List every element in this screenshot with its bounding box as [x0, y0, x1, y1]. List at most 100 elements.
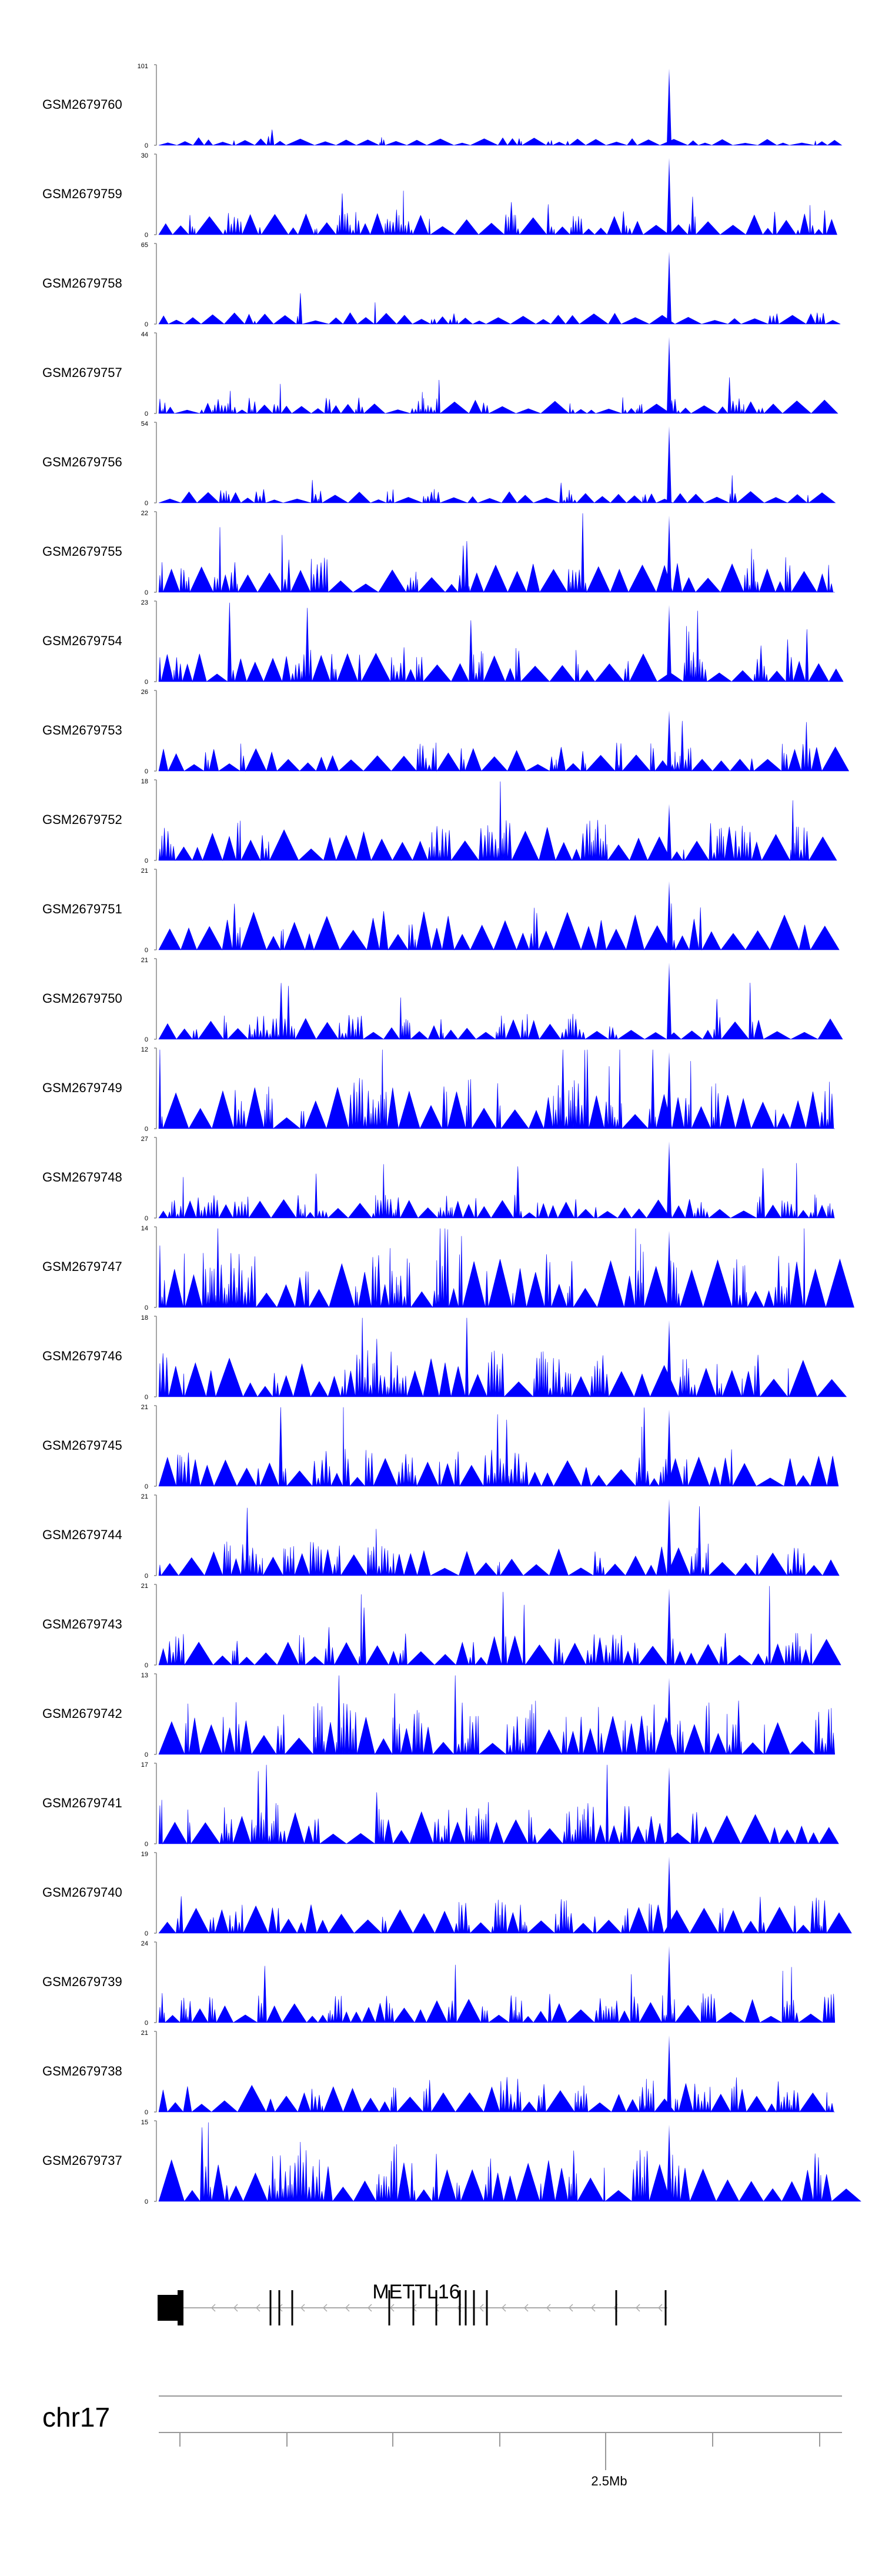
- coverage-area: [158, 1896, 852, 1934]
- track-label: GSM2679746: [42, 1349, 122, 1363]
- y-max-label: 54: [141, 421, 148, 428]
- coverage-area: [158, 293, 841, 325]
- coverage-area: [158, 377, 838, 415]
- track-GSM2679739: GSM2679739 24 0: [42, 1940, 836, 2027]
- strand-arrow: [389, 2304, 395, 2312]
- coverage-peak: [667, 1946, 671, 2023]
- y-min-label: 0: [145, 947, 148, 954]
- strand-arrow: [523, 2304, 529, 2312]
- track-label: GSM2679757: [42, 365, 122, 380]
- coverage-peak: [667, 1320, 671, 1397]
- track-label: GSM2679756: [42, 455, 122, 469]
- track-label: GSM2679738: [42, 2064, 122, 2078]
- coverage-peak: [667, 1677, 671, 1754]
- track-GSM2679742: GSM2679742 13 0: [42, 1672, 835, 1759]
- y-min-label: 0: [145, 768, 148, 775]
- strand-arrow: [211, 2304, 216, 2312]
- coverage-area: [158, 475, 836, 504]
- track-GSM2679757: GSM2679757 44 0: [42, 331, 838, 418]
- coverage-area: [158, 1675, 835, 1756]
- coverage-peak: [667, 1141, 671, 1218]
- y-max-label: 23: [141, 599, 148, 606]
- coverage-area: [158, 1407, 839, 1487]
- track-label: GSM2679741: [42, 1796, 122, 1810]
- y-min-label: 0: [145, 679, 148, 686]
- strand-arrow: [233, 2304, 238, 2312]
- track-GSM2679740: GSM2679740 19 0: [42, 1851, 852, 1937]
- y-max-label: 30: [141, 152, 148, 159]
- strand-arrow: [546, 2304, 551, 2312]
- strand-arrow: [322, 2304, 328, 2312]
- gene-track: METTL16: [158, 2281, 667, 2325]
- track-GSM2679753: GSM2679753 26 0: [42, 689, 850, 775]
- y-min-label: 0: [145, 857, 148, 865]
- strand-arrow: [568, 2304, 573, 2312]
- track-label: GSM2679737: [42, 2153, 122, 2168]
- coverage-peak: [667, 251, 671, 324]
- track-label: GSM2679750: [42, 991, 122, 1006]
- coverage-peak: [667, 1499, 671, 1576]
- strand-arrow: [434, 2304, 439, 2312]
- track-label: GSM2679759: [42, 186, 122, 201]
- y-max-label: 21: [141, 2030, 148, 2037]
- track-label: GSM2679754: [42, 633, 122, 648]
- coverage-area: [158, 1317, 847, 1398]
- y-min-label: 0: [145, 2198, 148, 2205]
- track-GSM2679745: GSM2679745 21 0: [42, 1404, 839, 1490]
- strand-arrow: [501, 2304, 506, 2312]
- y-min-label: 0: [145, 1126, 148, 1133]
- coverage-tracks: GSM2679760 101 0 GSM2679759 30 0 GSM2679758 65 0…: [42, 63, 861, 2205]
- strand-arrow: [300, 2304, 305, 2312]
- track-label: GSM2679758: [42, 276, 122, 291]
- track-GSM2679746: GSM2679746 18 0: [42, 1314, 847, 1401]
- coverage-peak: [667, 336, 671, 413]
- y-max-label: 26: [141, 689, 148, 696]
- coverage-area: [158, 2122, 861, 2203]
- y-max-label: 27: [141, 1136, 148, 1143]
- chromosome-label: chr17: [42, 2402, 110, 2432]
- y-min-label: 0: [145, 1841, 148, 1848]
- track-label: GSM2679755: [42, 544, 122, 559]
- track-label: GSM2679739: [42, 1974, 122, 1989]
- track-label: GSM2679749: [42, 1080, 122, 1095]
- track-GSM2679744: GSM2679744 21 0: [42, 1493, 840, 1580]
- track-GSM2679748: GSM2679748 27 0: [42, 1136, 835, 1222]
- y-max-label: 13: [141, 1672, 148, 1679]
- coverage-peak: [667, 2124, 671, 2201]
- coverage-area: [158, 720, 850, 772]
- y-max-label: 18: [141, 778, 148, 785]
- strand-arrow: [255, 2304, 260, 2312]
- strand-arrow: [657, 2304, 663, 2312]
- coverage-peak: [667, 2035, 671, 2112]
- y-min-label: 0: [145, 142, 148, 149]
- track-GSM2679758: GSM2679758 65 0: [42, 242, 841, 328]
- coverage-area: [158, 1163, 835, 1219]
- coverage-peak: [667, 1052, 671, 1129]
- coverage-peak: [667, 68, 671, 145]
- y-max-label: 14: [141, 1225, 148, 1232]
- y-max-label: 21: [141, 1583, 148, 1590]
- y-min-label: 0: [145, 1036, 148, 1043]
- track-GSM2679749: GSM2679749 12 0: [42, 1046, 835, 1133]
- y-max-label: 24: [141, 1940, 148, 1947]
- y-max-label: 17: [141, 1761, 148, 1769]
- y-max-label: 22: [141, 510, 148, 517]
- y-min-label: 0: [145, 411, 148, 418]
- coverage-area: [158, 2077, 835, 2113]
- coverage-peak: [667, 605, 671, 682]
- y-max-label: 101: [138, 63, 148, 70]
- track-label: GSM2679744: [42, 1527, 122, 1542]
- track-GSM2679756: GSM2679756 54 0: [42, 421, 836, 507]
- y-max-label: 21: [141, 867, 148, 875]
- coverage-area: [158, 903, 840, 951]
- coverage-area: [158, 1506, 840, 1577]
- coverage-area: [158, 1228, 854, 1309]
- y-max-label: 21: [141, 1404, 148, 1411]
- coverage-peak: [667, 710, 671, 771]
- track-label: GSM2679747: [42, 1259, 122, 1274]
- coverage-area: [158, 781, 837, 862]
- y-max-label: 18: [141, 1314, 148, 1322]
- track-label: GSM2679751: [42, 902, 122, 916]
- track-label: GSM2679753: [42, 723, 122, 738]
